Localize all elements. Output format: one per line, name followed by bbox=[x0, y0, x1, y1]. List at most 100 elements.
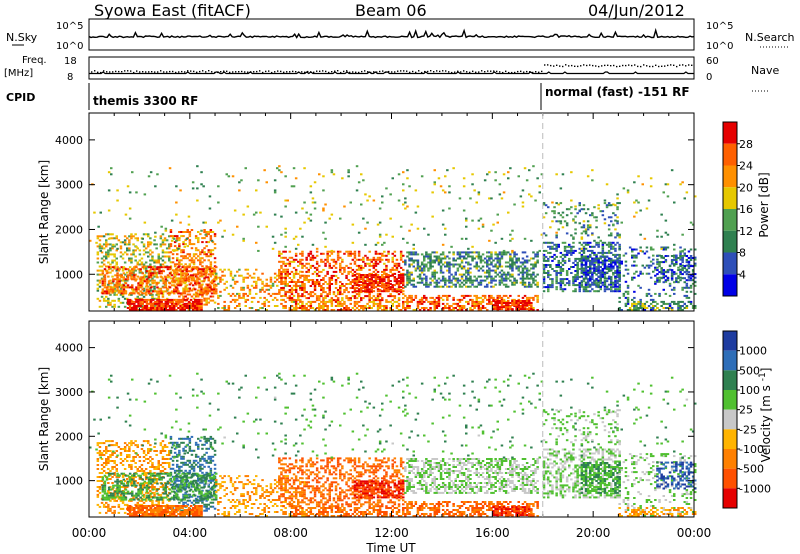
power-cell bbox=[376, 299, 380, 302]
power-cell bbox=[397, 173, 401, 176]
power-cell bbox=[187, 307, 191, 309]
power-cell bbox=[467, 255, 470, 258]
power-cell bbox=[473, 307, 476, 309]
power-cell bbox=[471, 283, 474, 286]
power-cell bbox=[441, 189, 445, 192]
power-cell bbox=[507, 271, 510, 274]
power-cell bbox=[637, 252, 640, 255]
power-cell bbox=[357, 278, 361, 281]
power-cell bbox=[278, 289, 281, 291]
power-cell bbox=[131, 307, 134, 309]
power-cell bbox=[128, 309, 132, 311]
power-cell bbox=[618, 283, 621, 286]
power-cell bbox=[473, 302, 476, 305]
power-cell bbox=[347, 175, 350, 178]
power-cell bbox=[385, 305, 388, 307]
power-cell bbox=[196, 165, 199, 168]
power-cell bbox=[301, 235, 304, 238]
power-cell bbox=[215, 272, 218, 275]
power-cell bbox=[536, 294, 539, 297]
power-cell bbox=[113, 305, 116, 308]
power-cell bbox=[376, 297, 380, 300]
power-cell bbox=[673, 254, 676, 257]
power-cell bbox=[570, 253, 573, 256]
power-cell bbox=[471, 305, 474, 307]
power-cell bbox=[542, 278, 546, 281]
power-cell bbox=[137, 302, 140, 305]
nave-dot bbox=[232, 71, 234, 73]
power-cell bbox=[691, 270, 695, 273]
power-cell bbox=[441, 275, 445, 278]
power-cell bbox=[441, 279, 445, 282]
power-cell bbox=[297, 295, 300, 298]
power-cell bbox=[301, 274, 304, 277]
power-cell bbox=[557, 261, 560, 264]
power-cell bbox=[475, 277, 478, 280]
power-cell bbox=[647, 256, 651, 259]
nave-dot bbox=[595, 65, 597, 67]
power-cell bbox=[252, 276, 256, 279]
nave-dot bbox=[265, 70, 267, 73]
power-cell bbox=[221, 235, 224, 238]
power-cell bbox=[328, 277, 331, 279]
power-cell bbox=[448, 261, 451, 264]
nave-dot bbox=[169, 70, 171, 73]
power-cell bbox=[586, 255, 590, 258]
power-cell bbox=[603, 280, 607, 283]
power-cell bbox=[469, 294, 472, 297]
power-cell bbox=[521, 275, 525, 278]
power-cell bbox=[584, 286, 588, 289]
power-cell bbox=[635, 307, 638, 309]
power-cell bbox=[685, 284, 689, 287]
power-cell bbox=[389, 217, 392, 220]
power-cell bbox=[429, 281, 432, 284]
power-cell bbox=[536, 283, 539, 286]
power-cell bbox=[353, 270, 357, 273]
power-cell bbox=[339, 262, 342, 265]
power-cell bbox=[582, 257, 586, 260]
power-cell bbox=[299, 307, 302, 309]
power-cell bbox=[315, 281, 319, 283]
power-cell bbox=[124, 282, 128, 285]
power-cell bbox=[570, 249, 573, 252]
power-cell bbox=[649, 248, 653, 251]
power-cell bbox=[311, 300, 315, 303]
power-cell bbox=[471, 298, 474, 301]
power-cell bbox=[670, 262, 674, 265]
nave-dot bbox=[142, 71, 144, 73]
power-cell bbox=[576, 266, 579, 268]
power-cell bbox=[211, 253, 215, 256]
power-cell bbox=[643, 302, 647, 305]
power-cell bbox=[360, 290, 363, 293]
power-cell bbox=[521, 283, 525, 286]
power-cell bbox=[144, 285, 148, 288]
power-cell bbox=[637, 307, 640, 309]
power-cell bbox=[614, 261, 617, 264]
power-cell bbox=[290, 297, 294, 300]
power-cell bbox=[427, 255, 430, 258]
power-cell bbox=[116, 272, 119, 275]
power-cell bbox=[305, 274, 308, 277]
power-cell bbox=[633, 300, 636, 303]
power-cell bbox=[668, 268, 672, 271]
power-cell bbox=[355, 278, 359, 281]
power-cell bbox=[439, 265, 443, 268]
power-cell bbox=[385, 272, 388, 275]
power-cell bbox=[368, 299, 371, 302]
power-cell bbox=[107, 251, 110, 254]
power-cell bbox=[597, 245, 600, 248]
power-cell bbox=[357, 305, 361, 307]
nave-dot bbox=[466, 71, 468, 73]
power-cell bbox=[105, 305, 108, 308]
power-cell bbox=[309, 266, 313, 269]
power-cell bbox=[523, 265, 527, 268]
power-cell bbox=[142, 253, 146, 256]
power-cell bbox=[673, 292, 676, 295]
power-cell bbox=[183, 292, 186, 295]
power-cell bbox=[152, 266, 155, 269]
power-cell bbox=[206, 288, 210, 291]
power-cell bbox=[694, 276, 697, 279]
power-cell bbox=[618, 269, 621, 272]
power-cell bbox=[330, 302, 334, 305]
nsky-tick-top: 10^5 bbox=[56, 21, 83, 32]
